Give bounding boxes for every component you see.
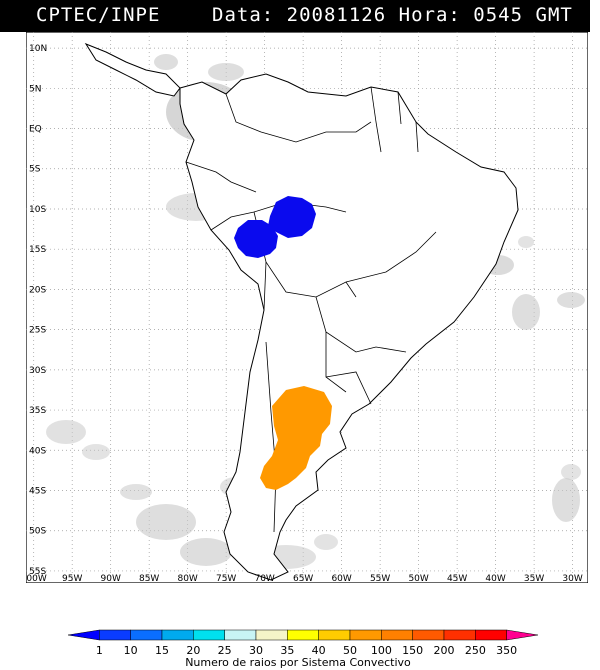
lon-tick-label: 100W — [26, 574, 47, 583]
lat-tick-label: 10N — [29, 44, 47, 54]
colorbar-segment — [381, 629, 413, 641]
colorbar-segment — [224, 629, 257, 641]
time-label: Hora: — [398, 4, 461, 26]
colorbar-tick-label: 200 — [434, 644, 455, 657]
latitude-labels: 10N 5N EQ 5S 10S 15S 20S 25S 30S 35S 40S 45S 50S 55S — [29, 44, 47, 577]
lon-tick-label: 40W — [485, 574, 505, 583]
lat-tick-label: 35S — [29, 406, 46, 416]
lat-tick-label: 15S — [29, 245, 46, 255]
colorbar-segment — [287, 629, 319, 641]
colorbar-tick-label: 250 — [465, 644, 486, 657]
lon-tick-label: 85W — [139, 574, 159, 583]
convective-systems — [234, 196, 332, 490]
lon-tick-label: 65W — [293, 574, 313, 583]
date-label: Data: — [212, 4, 275, 26]
longitude-labels: 100W 95W 90W 85W 80W 75W 70W 65W 60W 55W 50W 45W 40W… — [26, 574, 583, 583]
map-canvas: 10N5NEQ5S10S15S20S25S30S35S40S45S50S55S … — [26, 32, 588, 583]
colorbar-segment — [130, 629, 163, 641]
colorbar-segment — [349, 629, 382, 641]
lat-tick-label: 45S — [29, 486, 46, 496]
amazon-western-cluster — [234, 220, 278, 258]
colorbar-title: Numero de raios por Sistema Convectivo — [185, 656, 411, 669]
colorbar-segment — [475, 629, 507, 641]
argentina-system — [260, 386, 332, 490]
colorbar: 1 10 15 20 25 30 35 40 50 100 150 200 250 350 Numero … — [67, 629, 539, 669]
lon-tick-label: 60W — [331, 574, 351, 583]
lat-tick-label: 30S — [29, 366, 46, 376]
colorbar-tick-label: 30 — [249, 644, 263, 657]
lat-tick-label: 50S — [29, 527, 46, 537]
lon-tick-label: 90W — [101, 574, 121, 583]
lat-tick-label: 5S — [29, 165, 41, 175]
lat-tick-label: 5N — [29, 84, 41, 94]
south-america-outline — [84, 42, 519, 581]
colorbar-tick-label: 20 — [186, 644, 200, 657]
lon-tick-label: 75W — [216, 574, 236, 583]
time-value: 0545 — [473, 4, 524, 26]
lat-tick-label: 40S — [29, 446, 46, 456]
timezone-label: GMT — [535, 4, 573, 26]
colorbar-tick-label: 100 — [371, 644, 392, 657]
colorbar-segment — [318, 629, 351, 641]
lon-tick-label: 45W — [447, 574, 467, 583]
date-value: 20081126 — [286, 4, 387, 26]
colorbar-tick-label: 150 — [402, 644, 423, 657]
colorbar-tick-label: 25 — [218, 644, 232, 657]
lat-tick-label: 55S — [29, 567, 46, 577]
colorbar-labels: 1 10 15 20 25 30 35 40 50 100 150 200 250 350 — [96, 644, 517, 657]
lat-tick-label: 20S — [29, 285, 46, 295]
colorbar-segment — [161, 629, 194, 641]
lat-tick-label: 25S — [29, 326, 46, 336]
lon-tick-label: 95W — [62, 574, 82, 583]
colorbar-segment — [443, 629, 476, 641]
lat-tick-label: EQ — [29, 125, 42, 135]
colorbar-segment — [193, 629, 225, 641]
colorbar-tick-label: 50 — [343, 644, 357, 657]
colorbar-segment — [99, 629, 131, 641]
amazon-eastern-cluster — [268, 196, 316, 238]
colorbar-segments — [67, 629, 539, 641]
colorbar-tick-label: 40 — [312, 644, 326, 657]
colorbar-segment — [506, 629, 539, 641]
datetime-label: Data: 20081126 Hora: 0545 GMT — [212, 4, 573, 26]
lon-tick-label: 50W — [408, 574, 428, 583]
colorbar-tick-label: 35 — [280, 644, 294, 657]
colorbar-segment — [412, 629, 445, 641]
lon-tick-label: 70W — [254, 574, 274, 583]
lon-tick-label: 35W — [524, 574, 544, 583]
lat-tick-label: 10S — [29, 205, 46, 215]
colorbar-tick-label: 1 — [96, 644, 103, 657]
lon-tick-label: 30W — [562, 574, 582, 583]
source-label: CPTEC/INPE — [36, 4, 161, 26]
colorbar-segment — [255, 629, 288, 641]
colorbar-segment — [67, 629, 100, 641]
lon-tick-label: 80W — [177, 574, 197, 583]
colorbar-tick-label: 350 — [496, 644, 517, 657]
colorbar-tick-label: 10 — [124, 644, 138, 657]
colorbar-tick-label: 15 — [155, 644, 169, 657]
map-header: CPTEC/INPE Data: 20081126 Hora: 0545 GMT — [0, 0, 590, 32]
lon-tick-label: 55W — [370, 574, 390, 583]
